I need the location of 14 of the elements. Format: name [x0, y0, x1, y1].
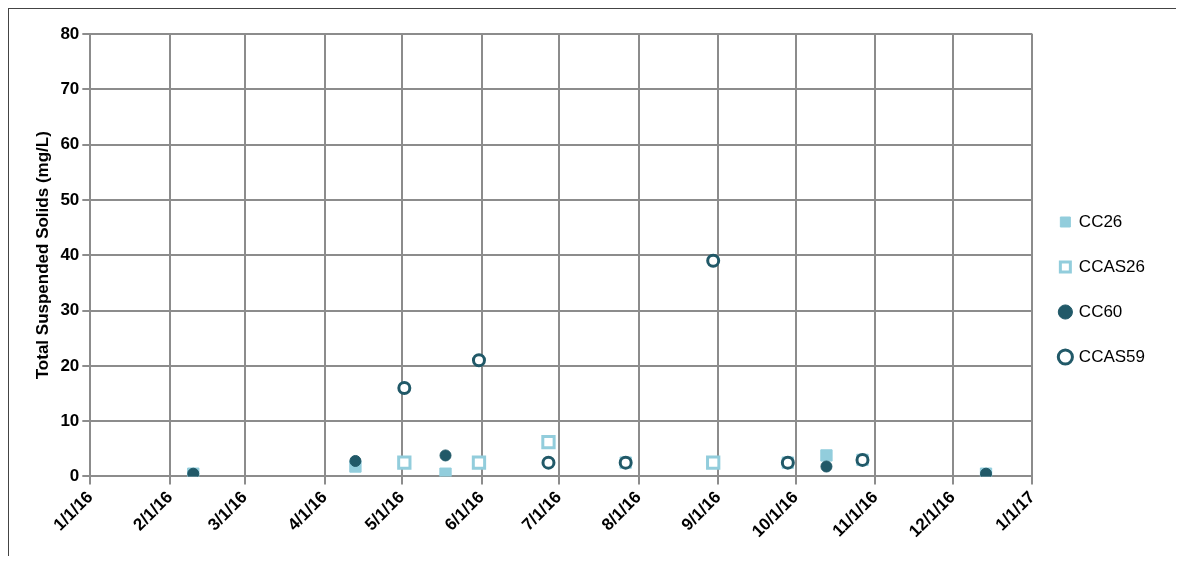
legend-label: CC60: [1078, 301, 1123, 321]
y-axis-title: Total Suspended Solids (mg/L): [32, 131, 52, 380]
legend-label: CCAS26: [1078, 256, 1145, 276]
y-tick-label: 50: [60, 189, 80, 209]
y-tick-label: 20: [60, 355, 80, 375]
y-tick-label: 30: [60, 300, 80, 320]
y-tick-label: 0: [69, 466, 80, 486]
y-tick-label: 70: [60, 79, 80, 98]
y-tick-label: 40: [60, 244, 80, 264]
y-tick-label: 60: [60, 134, 80, 154]
legend-label: CC26: [1078, 211, 1123, 231]
legend-label: CCAS59: [1078, 346, 1145, 366]
y-tick-label: 10: [60, 410, 80, 430]
y-tick-label: 80: [60, 23, 80, 43]
